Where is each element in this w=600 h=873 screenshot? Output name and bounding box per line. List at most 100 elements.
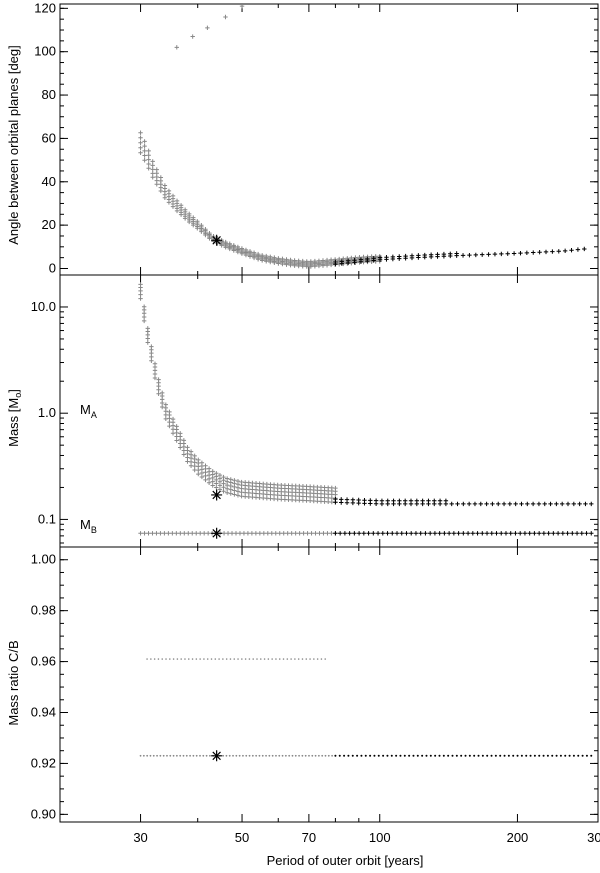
data-point — [560, 531, 566, 536]
data-point — [333, 259, 338, 265]
data-point — [161, 658, 164, 660]
data-point — [316, 658, 319, 660]
data-point — [199, 223, 204, 228]
data-point — [542, 501, 547, 507]
y-axis-label-mass: Mass [Mo] — [6, 389, 23, 447]
data-point — [251, 754, 254, 757]
data-point — [149, 754, 152, 757]
data-point — [282, 658, 285, 660]
data-point — [268, 254, 273, 260]
data-point — [301, 658, 304, 660]
data-point — [562, 248, 568, 254]
data-point — [277, 531, 282, 536]
data-point — [531, 250, 536, 255]
data-point — [237, 531, 243, 536]
label-ma: MA — [80, 402, 97, 420]
y-tick-label: 0.96 — [31, 654, 56, 669]
y-axis-label-angle: Angle between orbital planes [deg] — [6, 45, 21, 244]
data-point — [564, 754, 567, 757]
data-point — [170, 531, 175, 536]
x-tick-label: 30 — [133, 830, 147, 845]
panel-ratio: 0.90 0.92 0.94 0.96 0.98 1.00 — [31, 546, 599, 823]
data-point — [203, 463, 208, 468]
data-point — [484, 531, 490, 536]
data-point — [163, 402, 169, 407]
data-point — [289, 531, 294, 536]
data-point — [305, 658, 308, 660]
data-point — [480, 531, 485, 536]
y-tick-label: 0.98 — [31, 603, 56, 618]
data-point — [180, 658, 182, 660]
data-point — [331, 754, 334, 757]
data-point — [533, 754, 536, 757]
data-point — [198, 531, 203, 536]
data-point — [434, 754, 437, 757]
data-point — [192, 453, 197, 459]
data-point — [156, 391, 161, 396]
data-point — [178, 203, 184, 208]
x-tick-label: 70 — [302, 830, 316, 845]
data-point — [313, 531, 318, 536]
data-point — [341, 256, 346, 261]
data-point — [546, 531, 551, 536]
data-point — [181, 438, 187, 443]
data-point — [345, 256, 350, 261]
label-ma-sub: A — [91, 410, 97, 420]
data-point — [272, 255, 277, 260]
data-point — [577, 501, 582, 507]
data-point — [232, 492, 237, 497]
best-fit-marker-ma — [211, 489, 223, 501]
data-point — [153, 658, 156, 660]
data-point — [263, 658, 266, 660]
data-point — [142, 143, 147, 149]
data-point — [160, 390, 165, 396]
data-point — [284, 754, 287, 757]
data-point — [473, 754, 476, 757]
data-point — [472, 501, 478, 507]
data-point — [390, 254, 396, 260]
data-point — [350, 497, 356, 502]
data-point — [525, 501, 530, 507]
data-point — [438, 754, 441, 757]
data-point — [178, 431, 183, 436]
data-point — [465, 531, 471, 536]
data-point — [271, 754, 274, 757]
data-point — [305, 531, 310, 536]
data-point — [248, 754, 251, 757]
data-point — [209, 754, 211, 757]
data-point — [385, 498, 390, 503]
data-point — [451, 531, 457, 536]
data-point — [232, 754, 234, 757]
data-point — [152, 361, 158, 366]
data-point — [395, 754, 398, 757]
data-point — [548, 501, 553, 507]
data-point — [142, 754, 145, 757]
data-point — [309, 531, 314, 536]
data-point — [170, 193, 176, 199]
data-point — [519, 501, 524, 507]
data-point — [313, 658, 315, 660]
data-point — [182, 207, 188, 212]
data-point — [199, 658, 201, 660]
data-point — [239, 3, 245, 9]
data-point — [259, 658, 262, 660]
data-point — [138, 531, 143, 536]
data-point — [537, 250, 542, 255]
data-point — [243, 247, 249, 253]
data-point — [492, 251, 498, 257]
data-point — [460, 253, 466, 258]
data-point — [273, 531, 278, 536]
data-point — [551, 754, 554, 757]
data-point — [195, 754, 198, 757]
data-point — [451, 754, 454, 757]
data-point — [235, 478, 241, 484]
data-point — [311, 754, 314, 757]
x-axis-label: Period of outer orbit [years] — [267, 853, 424, 868]
data-point — [172, 658, 175, 660]
label-mb-sub: B — [91, 525, 97, 535]
data-point — [585, 754, 588, 757]
data-point — [377, 754, 380, 757]
data-point — [210, 483, 215, 488]
panel-mass: 0.1 1.0 10.0 — [31, 274, 599, 548]
